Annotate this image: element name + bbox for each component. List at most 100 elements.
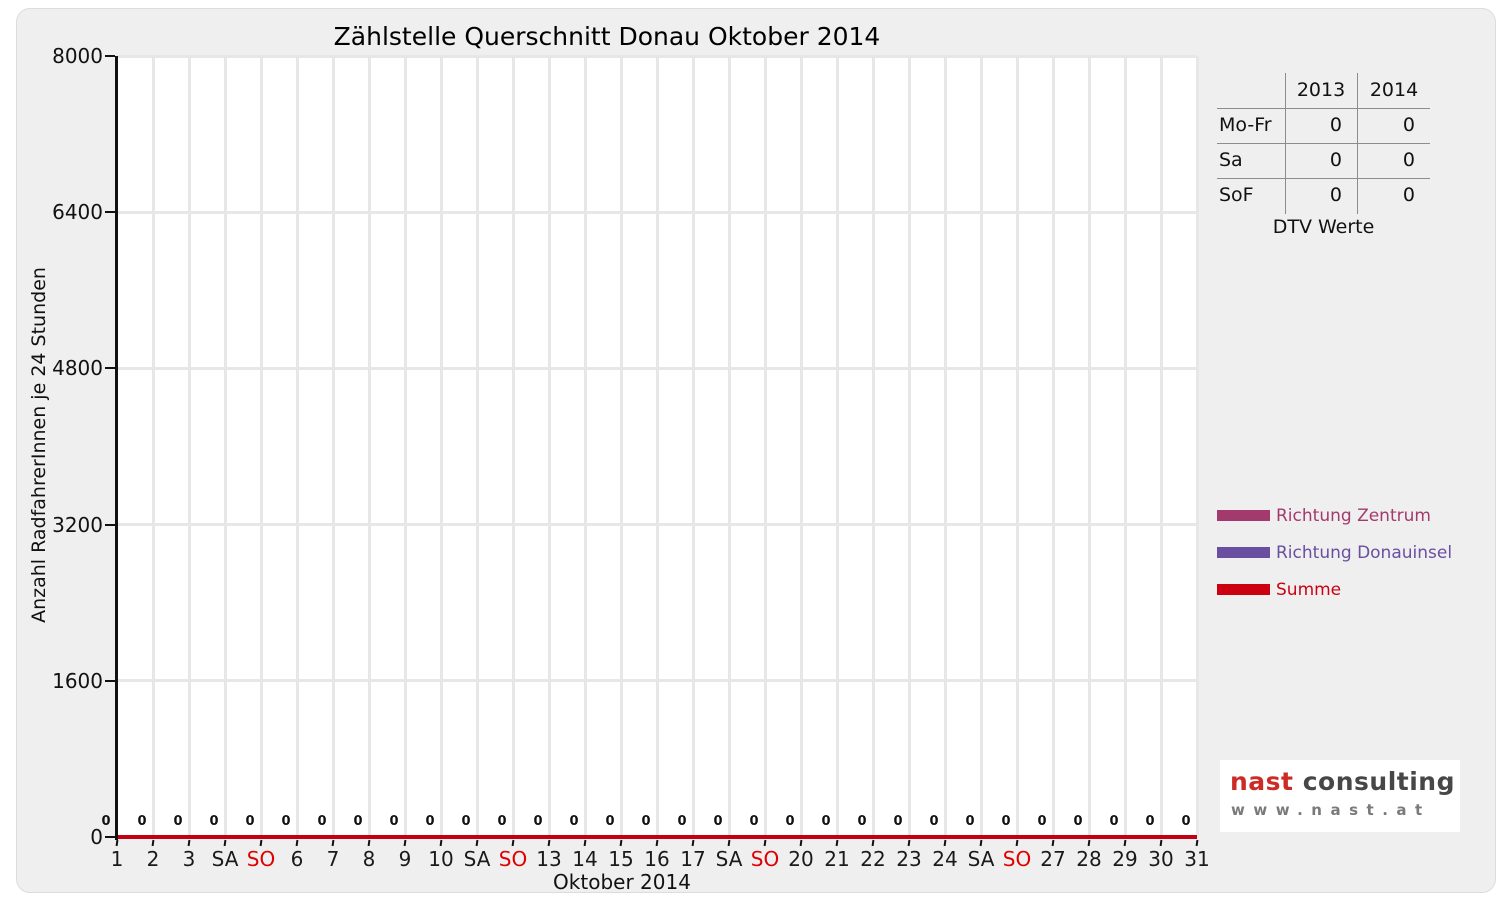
legend-item: Richtung Donauinsel: [1217, 543, 1452, 563]
grid-line-vertical: [1195, 56, 1199, 837]
grid-line-vertical: [151, 56, 155, 837]
table-caption: DTV Werte: [1272, 216, 1375, 238]
grid-line-horizontal: [117, 54, 1197, 58]
data-point-label: 0: [1145, 814, 1155, 829]
legend-item: Summe: [1217, 579, 1452, 600]
grid-line-vertical: [1087, 56, 1091, 837]
table-line-vertical: [1357, 73, 1358, 214]
table-line-vertical: [1285, 73, 1286, 214]
plot-area: [117, 54, 1199, 839]
summe-zero-line: [117, 835, 1197, 839]
x-tick-mark: [1015, 839, 1019, 847]
x-tick-label: 21: [824, 847, 850, 871]
data-point-label: 0: [389, 814, 399, 829]
y-axis-title: Anzahl RadfahrerInnen je 24 Stunden: [28, 267, 50, 623]
legend-swatch: [1217, 547, 1270, 558]
y-tick-label: 1600: [52, 668, 103, 693]
table-line-horizontal: [1217, 143, 1430, 144]
x-tick-mark: [187, 839, 191, 847]
y-tick-mark: [105, 55, 115, 57]
grid-line-vertical: [799, 56, 803, 837]
y-tick-label: 6400: [52, 200, 103, 225]
table-cell-value: 0: [1402, 114, 1415, 136]
x-tick-label: 27: [1040, 847, 1066, 871]
table-row-label: Mo-Fr: [1219, 114, 1272, 136]
x-tick-mark: [1051, 839, 1055, 847]
legend-label: Summe: [1276, 579, 1342, 600]
x-tick-mark: [295, 839, 299, 847]
x-tick-label: 29: [1112, 847, 1138, 871]
grid-line-vertical: [1159, 56, 1163, 837]
x-tick-mark: [115, 839, 119, 847]
x-tick-mark: [547, 839, 551, 847]
data-point-label: 0: [893, 814, 903, 829]
grid-line-vertical: [1051, 56, 1055, 837]
grid-line-vertical: [331, 56, 335, 837]
x-tick-label: SA: [967, 847, 995, 871]
x-tick-mark: [619, 839, 623, 847]
grid-line-vertical: [223, 56, 227, 837]
chart-title: Zählstelle Querschnitt Donau Oktober 201…: [333, 22, 881, 51]
grid-line-vertical: [547, 56, 551, 837]
logo-wordmark: nast consulting: [1230, 767, 1455, 796]
x-tick-label: 13: [536, 847, 562, 871]
legend-swatch: [1217, 510, 1270, 521]
grid-line-vertical: [979, 56, 983, 837]
x-tick-mark: [1123, 839, 1127, 847]
table-row-label: Sa: [1219, 149, 1243, 171]
x-tick-label: SO: [750, 847, 780, 871]
data-point-label: 0: [101, 814, 111, 829]
x-tick-mark: [259, 839, 263, 847]
x-tick-mark: [763, 839, 767, 847]
grid-line-vertical: [763, 56, 767, 837]
x-tick-label: 2: [146, 847, 160, 871]
data-point-label: 0: [281, 814, 291, 829]
x-tick-label: SO: [498, 847, 528, 871]
grid-line-vertical: [619, 56, 623, 837]
x-tick-label: 6: [290, 847, 304, 871]
table-cell-value: 0: [1402, 149, 1415, 171]
data-point-label: 0: [605, 814, 615, 829]
grid-line-vertical: [295, 56, 299, 837]
data-point-label: 0: [173, 814, 183, 829]
data-point-label: 0: [533, 814, 543, 829]
x-tick-mark: [691, 839, 695, 847]
x-axis-title: Oktober 2014: [553, 870, 691, 894]
grid-line-vertical: [871, 56, 875, 837]
y-tick-label: 4800: [52, 356, 103, 381]
y-tick-label: 0: [90, 825, 103, 849]
x-tick-label: 15: [608, 847, 634, 871]
x-tick-mark: [403, 839, 407, 847]
y-tick-mark: [105, 523, 115, 526]
logo-brand-suffix: consulting: [1302, 767, 1455, 796]
x-tick-label: 28: [1076, 847, 1102, 871]
grid-line-vertical: [475, 56, 479, 837]
legend: Richtung Zentrum Richtung Donauinsel Summe: [1217, 506, 1452, 618]
x-tick-mark: [1195, 839, 1199, 847]
y-axis-line: [115, 56, 118, 840]
summary-table: 2013 2014 Mo-Fr 0 0 Sa 0 0 SoF 0 0: [1217, 73, 1430, 214]
data-point-label: 0: [425, 814, 435, 829]
grid-line-vertical: [1123, 56, 1127, 837]
x-tick-label: 8: [362, 847, 376, 871]
grid-line-vertical: [1015, 56, 1019, 837]
y-tick-mark: [105, 367, 115, 370]
grid-line-vertical: [835, 56, 839, 837]
x-tick-label: 14: [572, 847, 598, 871]
x-tick-label: 7: [326, 847, 340, 871]
data-point-label: 0: [317, 814, 327, 829]
x-tick-label: 17: [680, 847, 706, 871]
data-point-label: 0: [821, 814, 831, 829]
table-cell-value: 0: [1402, 184, 1415, 206]
x-tick-mark: [223, 839, 227, 847]
grid-line-vertical: [727, 56, 731, 837]
data-point-label: 0: [245, 814, 255, 829]
data-point-label: 0: [749, 814, 759, 829]
data-point-label: 0: [713, 814, 723, 829]
data-point-label: 0: [677, 814, 687, 829]
x-tick-mark: [979, 839, 983, 847]
x-tick-label: 22: [860, 847, 886, 871]
x-tick-mark: [511, 839, 515, 847]
logo-url: www.nast.at: [1231, 801, 1431, 819]
